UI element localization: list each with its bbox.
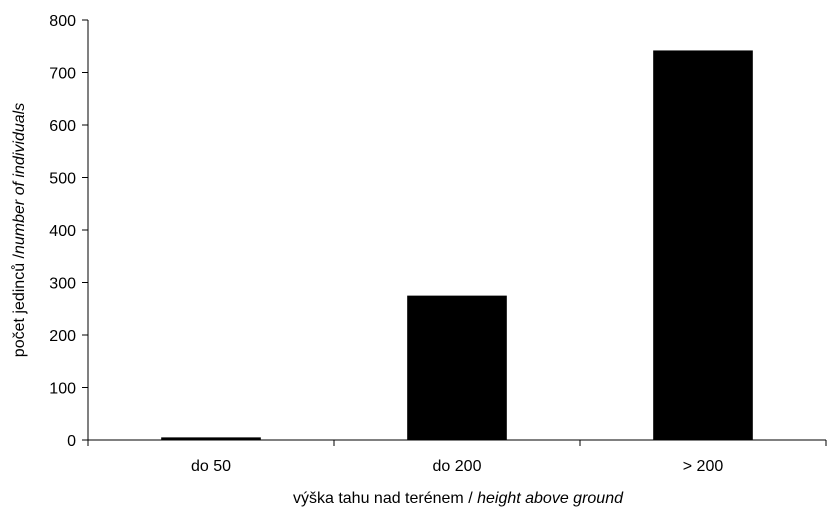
x-axis-title-plain: výška tahu nad terénem /: [293, 490, 477, 507]
y-ticks-group: 0 100 200 300 400 500 600 700 800: [49, 13, 88, 450]
bar: [653, 50, 753, 440]
y-tick-label: 300: [49, 276, 76, 293]
x-ticks-group: do 50 do 200 > 200: [87, 440, 827, 475]
bars-group: [161, 50, 753, 440]
y-axis-title-italic: number of individuals: [11, 103, 28, 254]
y-tick-label: 500: [49, 171, 76, 188]
y-tick-label: 400: [49, 223, 76, 240]
bar: [407, 295, 507, 440]
x-axis-title: výška tahu nad terénem / height above gr…: [293, 490, 624, 507]
y-tick-label: 700: [49, 66, 76, 83]
x-tick-label: > 200: [683, 458, 724, 475]
y-tick-label: 200: [49, 328, 76, 345]
y-axis-title: počet jedinců /number of individuals: [10, 103, 28, 357]
y-tick-label: 100: [49, 381, 76, 398]
bar: [161, 437, 261, 440]
y-axis-title-plain: počet jedinců /: [10, 253, 28, 357]
x-axis-title-italic: height above ground: [477, 490, 624, 507]
y-tick-label: 600: [49, 118, 76, 135]
x-tick-label: do 200: [433, 458, 482, 475]
y-tick-label: 800: [49, 13, 76, 30]
x-tick-label: do 50: [191, 458, 231, 475]
y-tick-label: 0: [67, 433, 76, 450]
